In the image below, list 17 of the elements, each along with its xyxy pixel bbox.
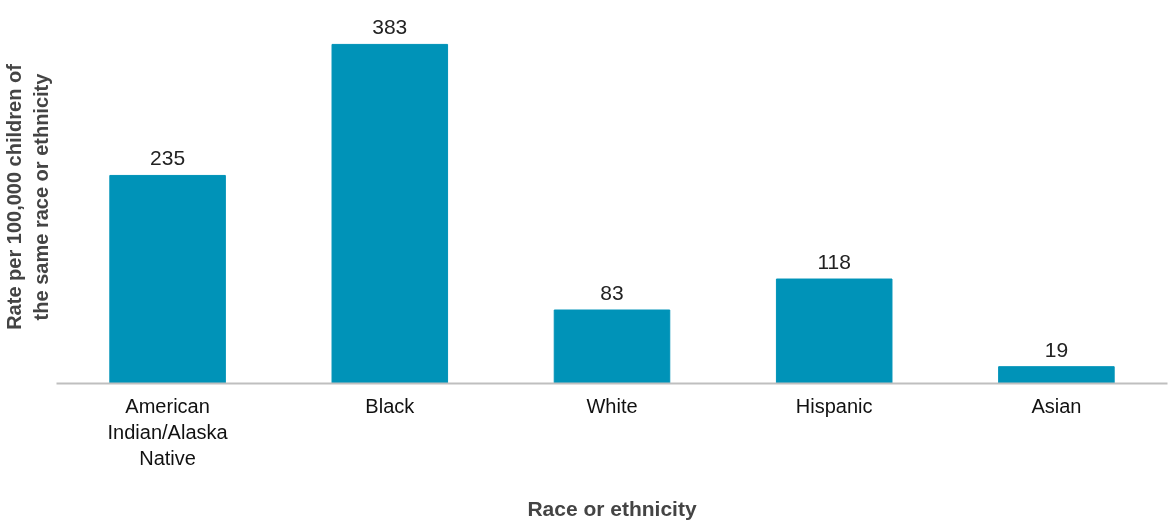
bar xyxy=(775,278,893,384)
x-tick-label: Hispanic xyxy=(795,394,873,417)
x-tick-label: American Indian/Alaska Native xyxy=(107,394,229,470)
data-label: 19 xyxy=(1044,337,1069,361)
x-tick-label: Asian xyxy=(1031,394,1082,417)
data-label: 235 xyxy=(150,146,186,170)
x-tick-label: Black xyxy=(365,394,416,417)
data-label: 118 xyxy=(817,250,851,274)
bar xyxy=(553,309,671,384)
x-axis-title: Race or ethnicity xyxy=(527,497,697,521)
y-axis-title: Rate per 100,000 children of the same race or ethnicity xyxy=(3,63,52,330)
data-label: 383 xyxy=(372,15,408,39)
data-label: 83 xyxy=(600,281,624,305)
bar xyxy=(998,366,1115,384)
bar xyxy=(331,43,449,384)
bar xyxy=(109,174,226,384)
x-tick-label: White xyxy=(586,394,638,417)
